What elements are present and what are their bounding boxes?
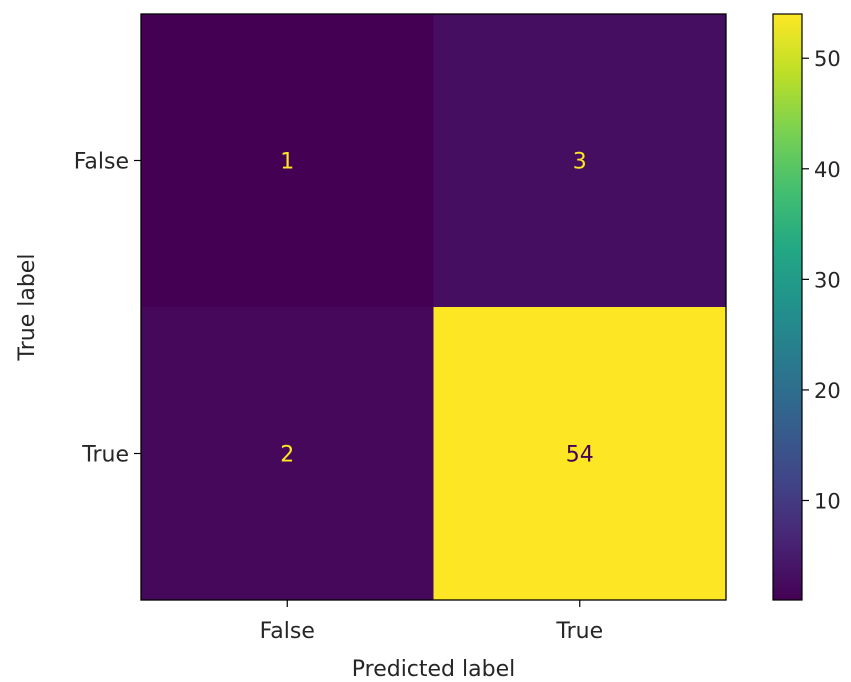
colorbar xyxy=(772,13,803,601)
heatmap-cells xyxy=(141,14,727,601)
y-axis-label: True label xyxy=(15,254,40,362)
colorbar-tick-label: 50 xyxy=(814,47,841,71)
heatmap-cell xyxy=(433,14,727,308)
colorbar-ticks: 10 20 30 40 50 xyxy=(802,47,841,513)
heatmap-cell xyxy=(433,307,727,601)
heatmap-cell xyxy=(141,14,434,308)
colorbar-tick-label: 10 xyxy=(814,489,841,513)
y-tick-label: False xyxy=(74,150,129,175)
x-axis-label: Predicted label xyxy=(352,657,515,682)
cell-value-label: 2 xyxy=(280,443,294,468)
x-ticks: False True xyxy=(260,600,603,644)
cell-value-label: 54 xyxy=(566,443,594,468)
y-ticks: False True xyxy=(74,150,141,468)
cell-value-label: 3 xyxy=(573,150,587,175)
heatmap-cell xyxy=(141,307,434,601)
y-tick-label: True xyxy=(81,443,129,468)
cell-labels: 1 3 2 54 xyxy=(280,150,594,468)
colorbar-tick-label: 40 xyxy=(814,158,841,182)
x-tick-label: True xyxy=(555,619,603,644)
colorbar-tick-label: 30 xyxy=(814,268,841,292)
x-tick-label: False xyxy=(260,619,315,644)
colorbar-tick-label: 20 xyxy=(814,379,841,403)
cell-value-label: 1 xyxy=(280,150,294,175)
plot-frame xyxy=(140,13,727,601)
